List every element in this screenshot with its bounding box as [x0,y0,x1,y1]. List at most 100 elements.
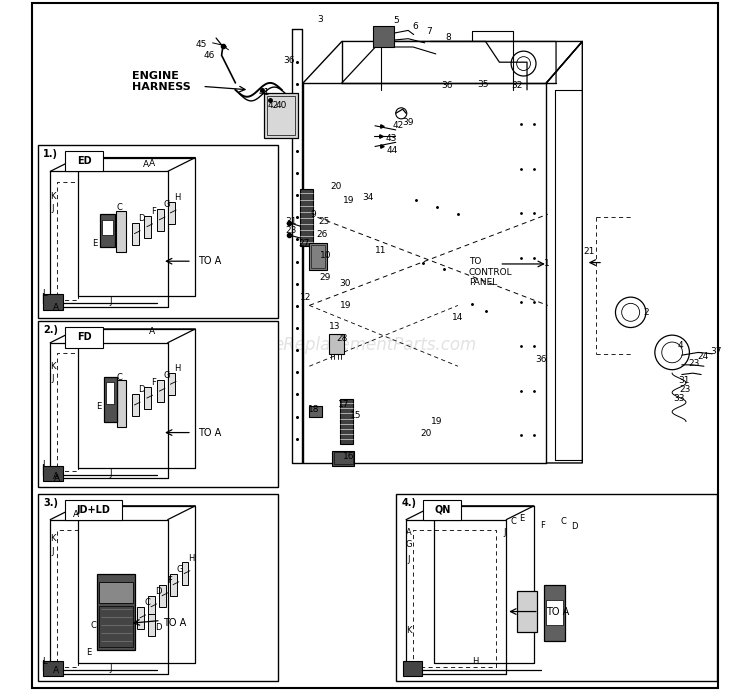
Text: 4.): 4.) [401,498,416,508]
Text: 1: 1 [544,259,549,269]
Bar [168,373,175,395]
Text: D: D [154,623,161,632]
Bar [116,211,126,252]
Bar [334,452,353,464]
Text: D: D [138,385,145,395]
Bar [65,500,122,520]
Text: 33: 33 [674,393,685,403]
Text: J: J [407,555,410,565]
Bar [168,202,175,224]
Text: FD: FD [77,332,92,342]
Text: C: C [116,372,122,382]
Bar [100,214,116,247]
Text: 1.): 1.) [44,149,58,159]
Bar [265,93,298,138]
Bar [340,399,353,444]
Circle shape [45,296,49,301]
Text: 28: 28 [337,334,348,343]
Text: F: F [152,207,156,216]
Bar [267,96,295,135]
Bar [546,600,563,625]
Text: A: A [142,160,148,169]
Text: E: E [86,648,92,658]
Text: 15: 15 [350,411,361,421]
Bar [99,582,134,603]
Text: JD+LD: JD+LD [76,505,111,515]
Bar [38,494,278,681]
Text: D: D [154,587,161,596]
Text: 13: 13 [329,321,340,331]
Text: E: E [92,238,97,248]
Text: J: J [52,374,54,384]
Text: G: G [406,540,412,549]
Text: A: A [53,665,58,675]
Text: TO
CONTROL
PANEL: TO CONTROL PANEL [469,257,512,287]
Text: 11: 11 [375,245,386,255]
Bar [104,377,116,422]
Text: 29: 29 [320,273,331,283]
Text: 40: 40 [276,100,287,110]
Text: 44: 44 [387,146,398,155]
Text: J: J [110,664,112,674]
Text: 19: 19 [343,196,355,205]
Text: 7: 7 [426,27,432,37]
Bar [98,574,135,650]
Text: 36: 36 [284,56,295,66]
Bar [106,382,115,404]
Bar [38,145,278,318]
Text: 42: 42 [267,100,278,110]
Text: 5: 5 [393,16,398,26]
Circle shape [46,296,51,301]
Bar [160,585,166,607]
Text: 26: 26 [316,230,328,240]
Text: 43: 43 [386,133,398,143]
Text: 46: 46 [203,50,214,60]
Bar [102,220,113,235]
Text: C: C [116,202,122,212]
Text: 35: 35 [477,79,488,89]
Bar [182,562,188,585]
Text: A: A [53,303,58,312]
Text: 3: 3 [316,15,322,24]
Text: TO A: TO A [163,618,186,628]
Bar [403,661,422,676]
Bar [65,151,104,171]
Bar [396,494,717,681]
Text: C: C [561,516,566,526]
Text: 32: 32 [512,81,523,91]
Text: L: L [43,460,47,469]
Bar [44,294,63,310]
Text: 14: 14 [452,313,464,323]
Text: C: C [510,516,516,526]
Text: TO A: TO A [197,256,220,266]
Text: K: K [50,534,55,544]
Bar [332,451,354,466]
Text: 31: 31 [285,216,296,226]
Text: ED: ED [77,156,92,166]
Text: 30: 30 [339,278,350,288]
Text: D: D [138,214,145,223]
Bar [517,591,538,632]
Text: 36: 36 [535,354,547,364]
Text: J: J [52,204,54,214]
Text: ENGINE
HARNESS: ENGINE HARNESS [132,70,190,93]
Text: C: C [144,598,150,607]
Text: J: J [52,547,54,556]
Bar [157,380,164,402]
Text: TO A: TO A [197,428,220,437]
Text: 34: 34 [362,193,374,202]
Text: 8: 8 [446,32,451,42]
Text: 23: 23 [680,385,691,395]
Text: TO A: TO A [547,607,570,616]
Text: 20: 20 [331,182,342,191]
Text: A: A [148,327,154,337]
Bar [132,223,139,245]
Bar [300,189,313,246]
Text: A: A [406,527,412,537]
Text: E: E [520,513,525,523]
Text: 16: 16 [343,451,355,461]
Text: A: A [73,509,79,519]
Bar [99,606,134,647]
Bar [148,614,155,636]
Text: 19: 19 [431,417,443,426]
